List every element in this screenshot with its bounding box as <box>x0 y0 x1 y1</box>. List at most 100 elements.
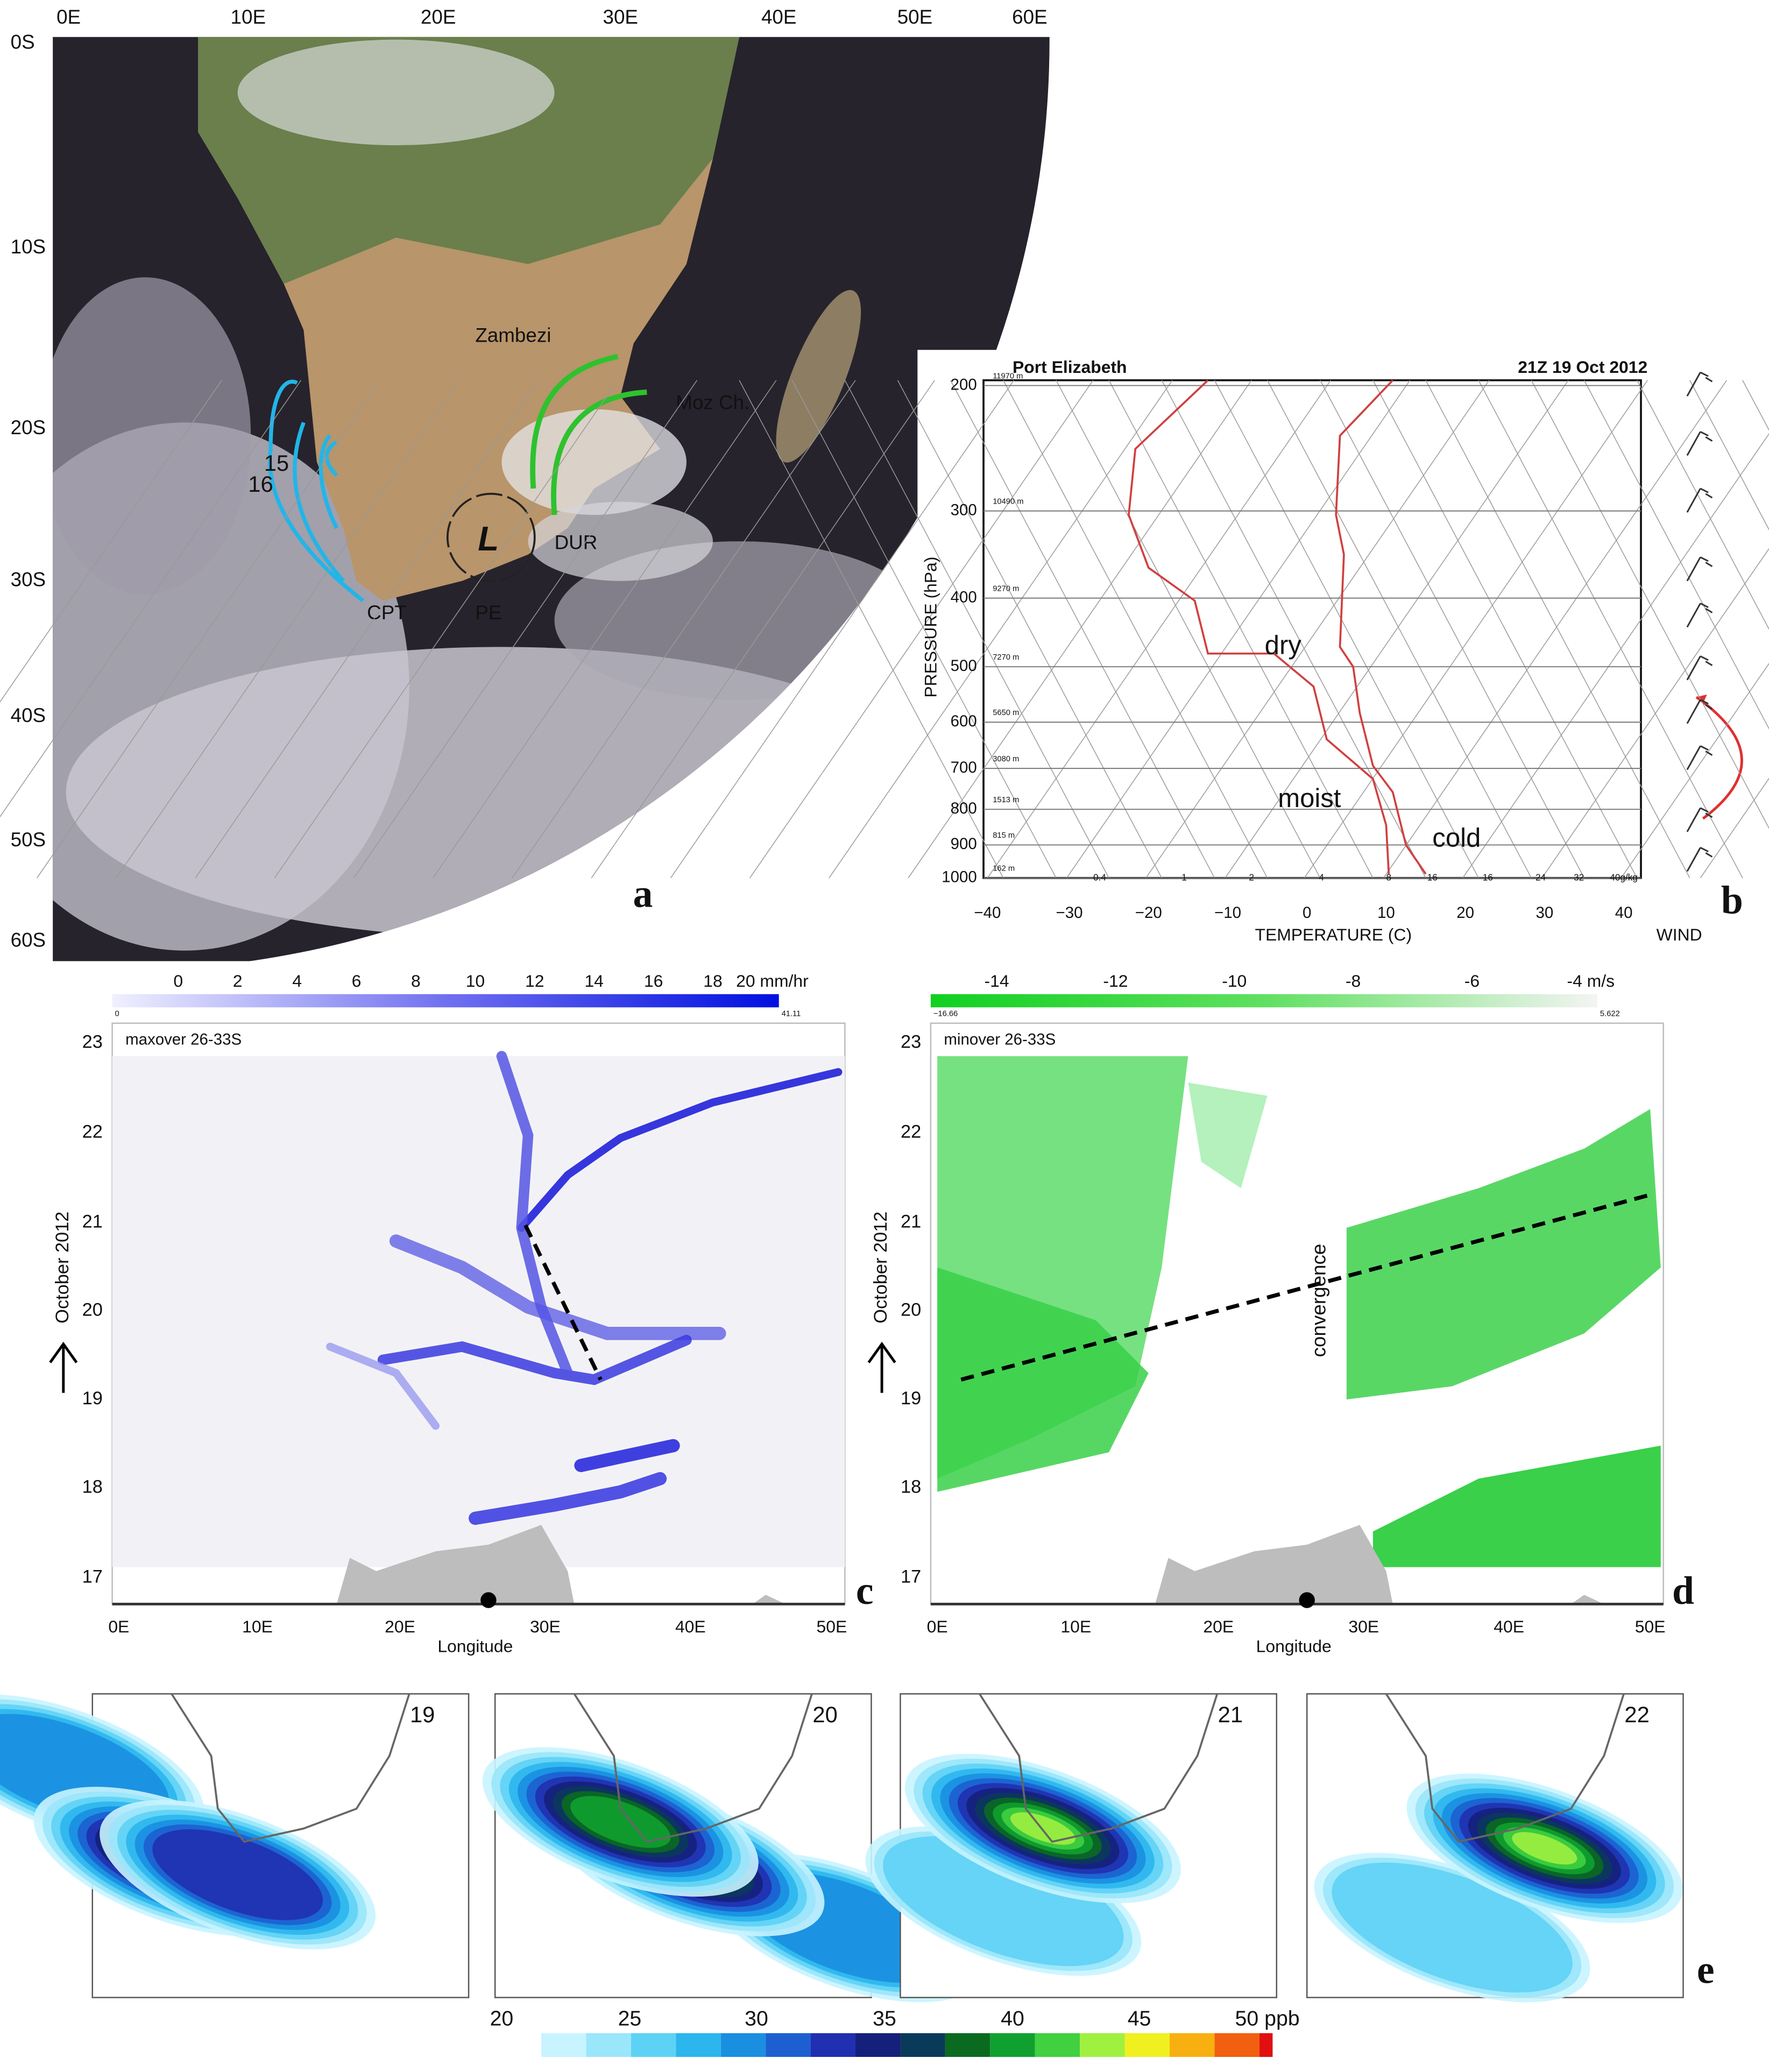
axis-title: TEMPERATURE (C) <box>1255 925 1412 944</box>
lon-label: 50E <box>897 6 932 28</box>
temperature-label: 10 <box>1377 904 1395 922</box>
colorbar-label: 0 <box>173 971 183 991</box>
colorbar-label: 40 <box>1001 2007 1024 2031</box>
isotherm <box>1541 548 1769 879</box>
isotherm <box>908 380 1252 879</box>
isotherm <box>512 380 856 879</box>
wind-barb <box>1686 807 1713 832</box>
isotherm <box>749 380 1094 879</box>
time-arrow <box>49 1341 78 1393</box>
colorbar-label: 30 <box>745 2007 768 2031</box>
colorbar-cell <box>586 2033 631 2057</box>
terrain <box>336 1525 786 1604</box>
isotherm <box>116 380 460 879</box>
time-title: 21Z 19 Oct 2012 <box>1518 357 1647 377</box>
panel-label: d <box>1672 1568 1694 1613</box>
mixing-label: 32 <box>1574 872 1584 882</box>
colorbar-label: 45 <box>1128 2007 1151 2031</box>
adiabat <box>1320 380 1585 879</box>
colorbar-cell <box>990 2033 1035 2057</box>
wind-barb <box>1686 745 1713 770</box>
colorbar-cell <box>1259 2033 1273 2057</box>
date-label: 20 <box>82 1300 103 1320</box>
axis-title: WIND <box>1657 925 1702 944</box>
isotherm <box>0 380 302 818</box>
adiabat <box>950 380 1215 879</box>
lon-label: 10E <box>231 6 266 28</box>
coastline <box>171 1693 411 1843</box>
colorbar-cell <box>720 2033 766 2057</box>
colorbar-cell <box>676 2033 721 2057</box>
date-label: 23 <box>901 1032 921 1052</box>
mixing-label: 16 <box>1427 872 1438 882</box>
lon-label: 50E <box>816 1617 847 1636</box>
adiabat <box>1214 380 1479 879</box>
wind-region <box>1188 1083 1268 1189</box>
colorbar-label: -14 <box>985 971 1009 991</box>
colorbar-cell <box>631 2033 676 2057</box>
lon-label: 10E <box>1060 1617 1091 1636</box>
isotherm <box>195 380 539 879</box>
adiabat <box>844 380 1109 879</box>
colorbar-label: 12 <box>525 971 544 991</box>
location-dot <box>1299 1592 1315 1608</box>
date-label: 19 <box>901 1388 921 1409</box>
mixing-label: 2 <box>1249 872 1254 882</box>
colorbar-min: −16.66 <box>933 1009 958 1018</box>
colorbar-cell <box>1080 2033 1125 2057</box>
isotherm <box>829 380 1173 879</box>
isotherm <box>987 380 1331 879</box>
colorbar-label: 35 <box>873 2007 896 2031</box>
dashed-line <box>523 1224 603 1381</box>
plot-title: minover 26-33S <box>944 1030 1056 1048</box>
isotherm <box>353 380 698 879</box>
date-label: 18 <box>82 1476 103 1497</box>
lon-label: 0E <box>108 1617 129 1636</box>
mixing-label: 1 <box>1181 872 1187 882</box>
field-background <box>112 1056 845 1567</box>
adiabat <box>897 380 1162 879</box>
sounding-annotation: dry <box>1265 631 1302 660</box>
adiabat <box>1003 380 1268 879</box>
mixing-label: 0.4 <box>1093 872 1106 882</box>
adiabat <box>1531 380 1769 829</box>
dashed-line <box>960 1193 1651 1382</box>
temperature-profile <box>1335 379 1427 875</box>
coastline <box>573 1693 813 1843</box>
map-annotation: 15 <box>264 450 289 476</box>
adiabat <box>1478 380 1743 879</box>
wind-barb <box>1686 371 1713 397</box>
pressure-label: 700 <box>951 759 977 776</box>
isotherm <box>1621 663 1769 879</box>
skewt-grid <box>0 380 1769 879</box>
lat-label: 60S <box>11 929 46 951</box>
colorbar-min: 0 <box>115 1009 119 1018</box>
isotherm <box>37 380 381 879</box>
wind-barb <box>1686 847 1713 872</box>
height-label: 1513 m <box>993 796 1019 804</box>
date-label: 17 <box>901 1566 921 1587</box>
panel-label: b <box>1721 878 1743 922</box>
coastline <box>1385 1693 1625 1843</box>
colorbar-cell <box>900 2033 945 2057</box>
height-label: 5650 m <box>993 709 1019 717</box>
colorbar-cell <box>1214 2033 1259 2057</box>
date-label: 23 <box>82 1032 103 1052</box>
concentration-contour <box>1332 1862 1573 1993</box>
colorbar-label: 8 <box>411 971 421 991</box>
colorbar-cell <box>1170 2033 1215 2057</box>
mixing-label: 16 <box>1483 872 1493 882</box>
colorbar-label: 14 <box>584 971 603 991</box>
temperature-label: 30 <box>1536 904 1553 922</box>
adiabat <box>739 380 1004 879</box>
height-label: 815 m <box>993 831 1015 840</box>
rain-band <box>389 1234 726 1340</box>
axis-title: Longitude <box>1256 1637 1332 1656</box>
coastline <box>979 1693 1219 1843</box>
rain-band <box>517 1068 843 1232</box>
date-label: 17 <box>82 1566 103 1587</box>
adiabat <box>791 380 1057 879</box>
lat-label: 10S <box>11 236 46 258</box>
lon-label: 30E <box>1348 1617 1379 1636</box>
convergence-label: convergence <box>1307 1244 1329 1357</box>
